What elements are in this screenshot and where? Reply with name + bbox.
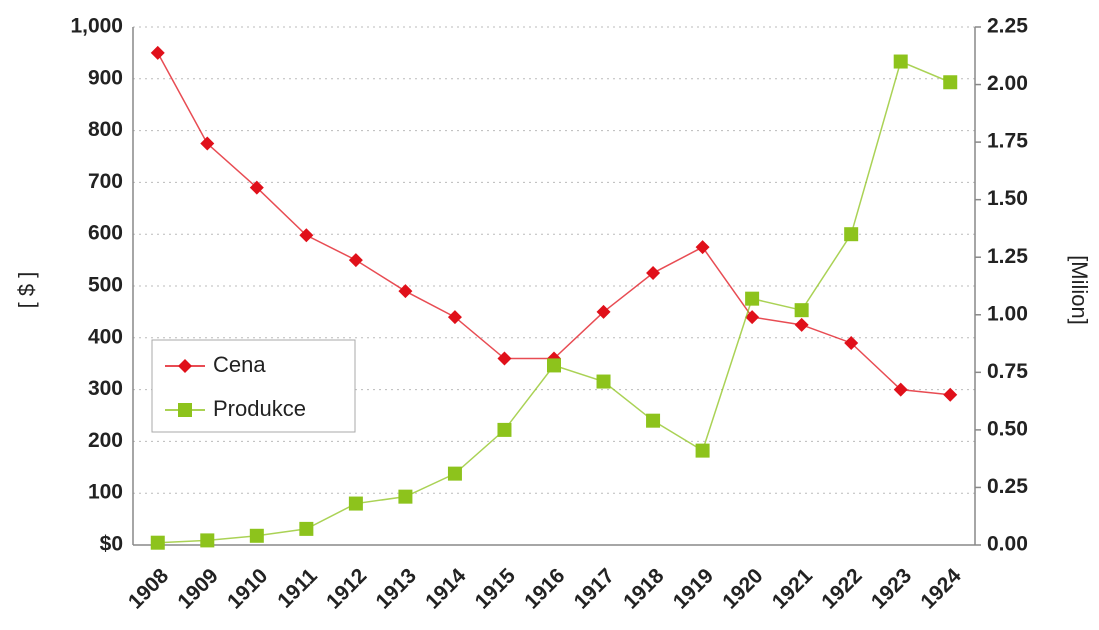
x-tick-label: 1920: [718, 564, 767, 613]
marker: [150, 535, 165, 550]
marker: [646, 266, 661, 281]
y-tick-label: 900: [88, 66, 123, 89]
marker: [398, 489, 413, 504]
y2-tick-label: 2.00: [987, 72, 1028, 95]
y-tick-label: 200: [88, 429, 123, 452]
y2-tick-label: 0.50: [987, 417, 1028, 440]
y2-tick-label: 0.75: [987, 360, 1028, 383]
marker: [178, 403, 192, 417]
x-tick-label: 1916: [520, 564, 569, 613]
marker: [893, 382, 908, 397]
x-tick-label: 1918: [619, 564, 669, 614]
y-tick-label: 600: [88, 222, 123, 245]
marker: [695, 443, 710, 458]
y-tick-label: 700: [88, 170, 123, 193]
marker: [178, 359, 192, 373]
y-axis-title: [ $ ]: [14, 272, 39, 309]
y-tick-label: 300: [88, 377, 123, 400]
series-line: [157, 60, 951, 544]
marker: [348, 496, 363, 511]
x-tick-label: 1913: [372, 564, 421, 613]
marker: [249, 180, 264, 195]
marker: [200, 533, 215, 548]
x-tick-label: 1911: [273, 564, 322, 613]
marker: [943, 387, 958, 402]
y2-tick-label: 1.25: [987, 245, 1028, 268]
legend-label: Produkce: [213, 396, 306, 421]
x-tick-label: 1910: [223, 564, 272, 613]
x-tick-label: 1908: [124, 564, 174, 614]
x-tick-label: 1914: [421, 564, 471, 614]
marker: [299, 228, 314, 243]
marker: [200, 136, 215, 151]
x-tick-label: 1924: [916, 564, 966, 614]
x-tick-label: 1919: [669, 564, 718, 613]
y-tick-label: 500: [88, 274, 123, 297]
y2-axis-title: [Milion]: [1067, 255, 1092, 325]
marker: [794, 317, 809, 332]
y2-tick-label: 1.75: [987, 130, 1028, 153]
y-tick-label: 100: [88, 481, 123, 504]
marker: [348, 253, 363, 268]
marker: [794, 303, 809, 318]
marker: [497, 422, 512, 437]
y2-tick-label: 0.25: [987, 475, 1028, 498]
marker: [695, 240, 710, 255]
marker: [596, 304, 611, 319]
marker: [447, 310, 462, 325]
y2-tick-label: 1.00: [987, 302, 1028, 325]
y-tick-label: 400: [88, 325, 123, 348]
marker: [943, 75, 958, 90]
x-tick-label: 1917: [570, 564, 619, 613]
marker: [299, 521, 314, 536]
marker: [249, 528, 264, 543]
marker: [646, 413, 661, 428]
x-tick-label: 1915: [471, 564, 521, 614]
y-tick-label: 800: [88, 118, 123, 141]
marker: [745, 291, 760, 306]
y2-tick-label: 2.25: [987, 15, 1028, 38]
marker: [547, 358, 561, 373]
x-tick-label: 1923: [867, 564, 916, 613]
marker: [447, 466, 462, 481]
legend: Cena Produkce: [151, 339, 356, 433]
x-tick-label: 1921: [768, 564, 818, 614]
marker: [596, 374, 611, 389]
x-tick-label: 1922: [817, 564, 866, 613]
marker: [398, 284, 413, 299]
marker: [497, 351, 512, 366]
y2-tick-label: 0.00: [987, 533, 1028, 556]
marker: [844, 335, 859, 350]
y-tick-label: $0: [100, 533, 123, 556]
x-tick-label: 1909: [173, 564, 222, 613]
marker: [150, 45, 165, 60]
x-tick-label: 1912: [322, 564, 371, 613]
marker: [893, 54, 908, 69]
marker: [745, 310, 760, 325]
y-tick-label: 1,000: [70, 15, 123, 38]
legend-label: Cena: [213, 352, 266, 377]
marker: [844, 227, 859, 242]
y2-tick-label: 1.50: [987, 187, 1028, 210]
